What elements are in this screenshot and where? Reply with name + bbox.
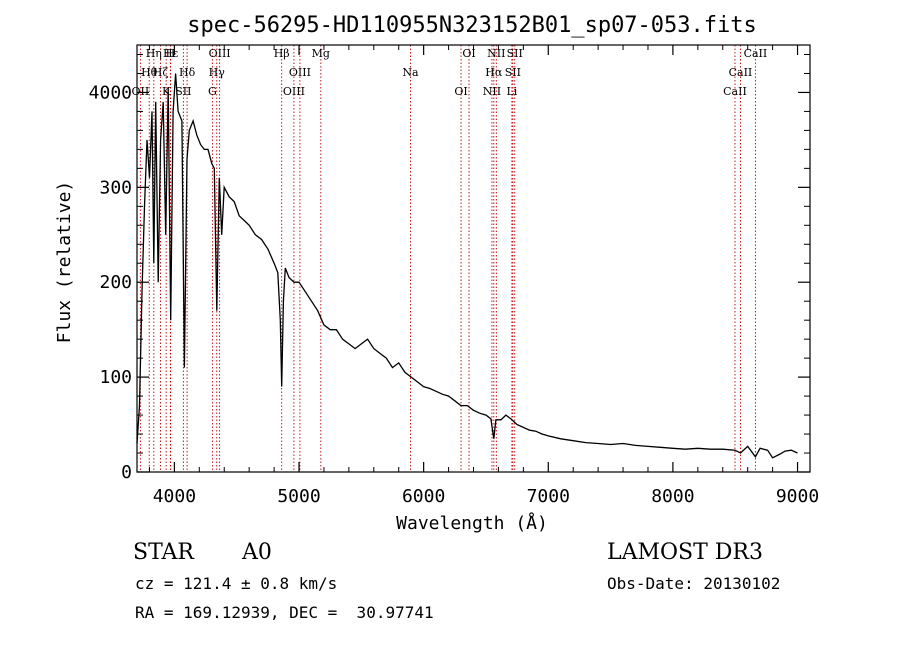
line-label: Hβ	[274, 47, 290, 60]
line-label: Hδ	[179, 66, 196, 79]
line-label: Hζ	[153, 66, 169, 79]
chart-title: spec-56295-HD110955N323152B01_sp07-053.f…	[187, 13, 757, 38]
spectrum-line	[136, 73, 798, 459]
y-tick-label: 0	[121, 462, 132, 483]
line-label: Li	[506, 85, 517, 98]
line-label: OI	[454, 85, 467, 98]
y-tick-label: 4000	[89, 82, 132, 103]
line-label: Hγ	[209, 66, 226, 79]
redshift-cz: cz = 121.4 ± 0.8 km/s	[135, 574, 338, 593]
line-label: H	[166, 47, 176, 60]
line-label: OIII	[289, 66, 311, 79]
y-tick-label: 300	[99, 177, 132, 198]
x-tick-label: 4000	[153, 486, 196, 507]
line-label: Hα	[485, 66, 503, 79]
x-tick-label: 5000	[277, 486, 320, 507]
line-label: CaII	[729, 66, 753, 79]
line-label: Hθ	[141, 66, 158, 79]
line-label: OII	[132, 85, 150, 98]
y-tick-label: 200	[99, 272, 132, 293]
y-axis-label: Flux (relative)	[54, 181, 75, 344]
y-tick-label: 100	[99, 367, 132, 388]
subclass: A0	[242, 540, 272, 565]
line-label: Hη	[146, 47, 162, 60]
line-label: OI	[462, 47, 475, 60]
x-tick-label: 8000	[651, 486, 694, 507]
line-label: G	[208, 85, 217, 98]
line-label: SII	[507, 47, 523, 60]
survey-name: LAMOST DR3	[607, 540, 763, 565]
line-label: OIII	[209, 47, 231, 60]
line-label: Na	[402, 66, 419, 79]
line-label: K	[162, 85, 171, 98]
line-label: CaII	[723, 85, 747, 98]
line-markers	[139, 45, 756, 472]
line-label: NII	[483, 85, 501, 98]
x-tick-label: 7000	[527, 486, 570, 507]
line-labels: HεHθOIIHηHζKHHδSIIOIIIHγGHβOIIIOIIIMgNaO…	[132, 47, 768, 98]
object-class: STAR	[133, 540, 194, 565]
line-label: OIII	[283, 85, 305, 98]
coordinates: RA = 169.12939, DEC = 30.97741	[135, 603, 434, 622]
line-label: Mg	[312, 47, 330, 60]
plot-frame	[136, 44, 811, 473]
obs-date: Obs-Date: 20130102	[607, 574, 781, 593]
line-label: CaII	[744, 47, 768, 60]
line-label: NII	[487, 47, 505, 60]
line-label: SII	[175, 85, 191, 98]
x-axis-label: Wavelength (Å)	[396, 512, 548, 534]
x-tick-label: 9000	[776, 486, 819, 507]
x-tick-label: 6000	[402, 486, 445, 507]
axis-ticks: 4000 5000 6000 7000 8000 9000 0 100 200 300 4000	[89, 45, 819, 507]
line-label: SII	[505, 66, 521, 79]
